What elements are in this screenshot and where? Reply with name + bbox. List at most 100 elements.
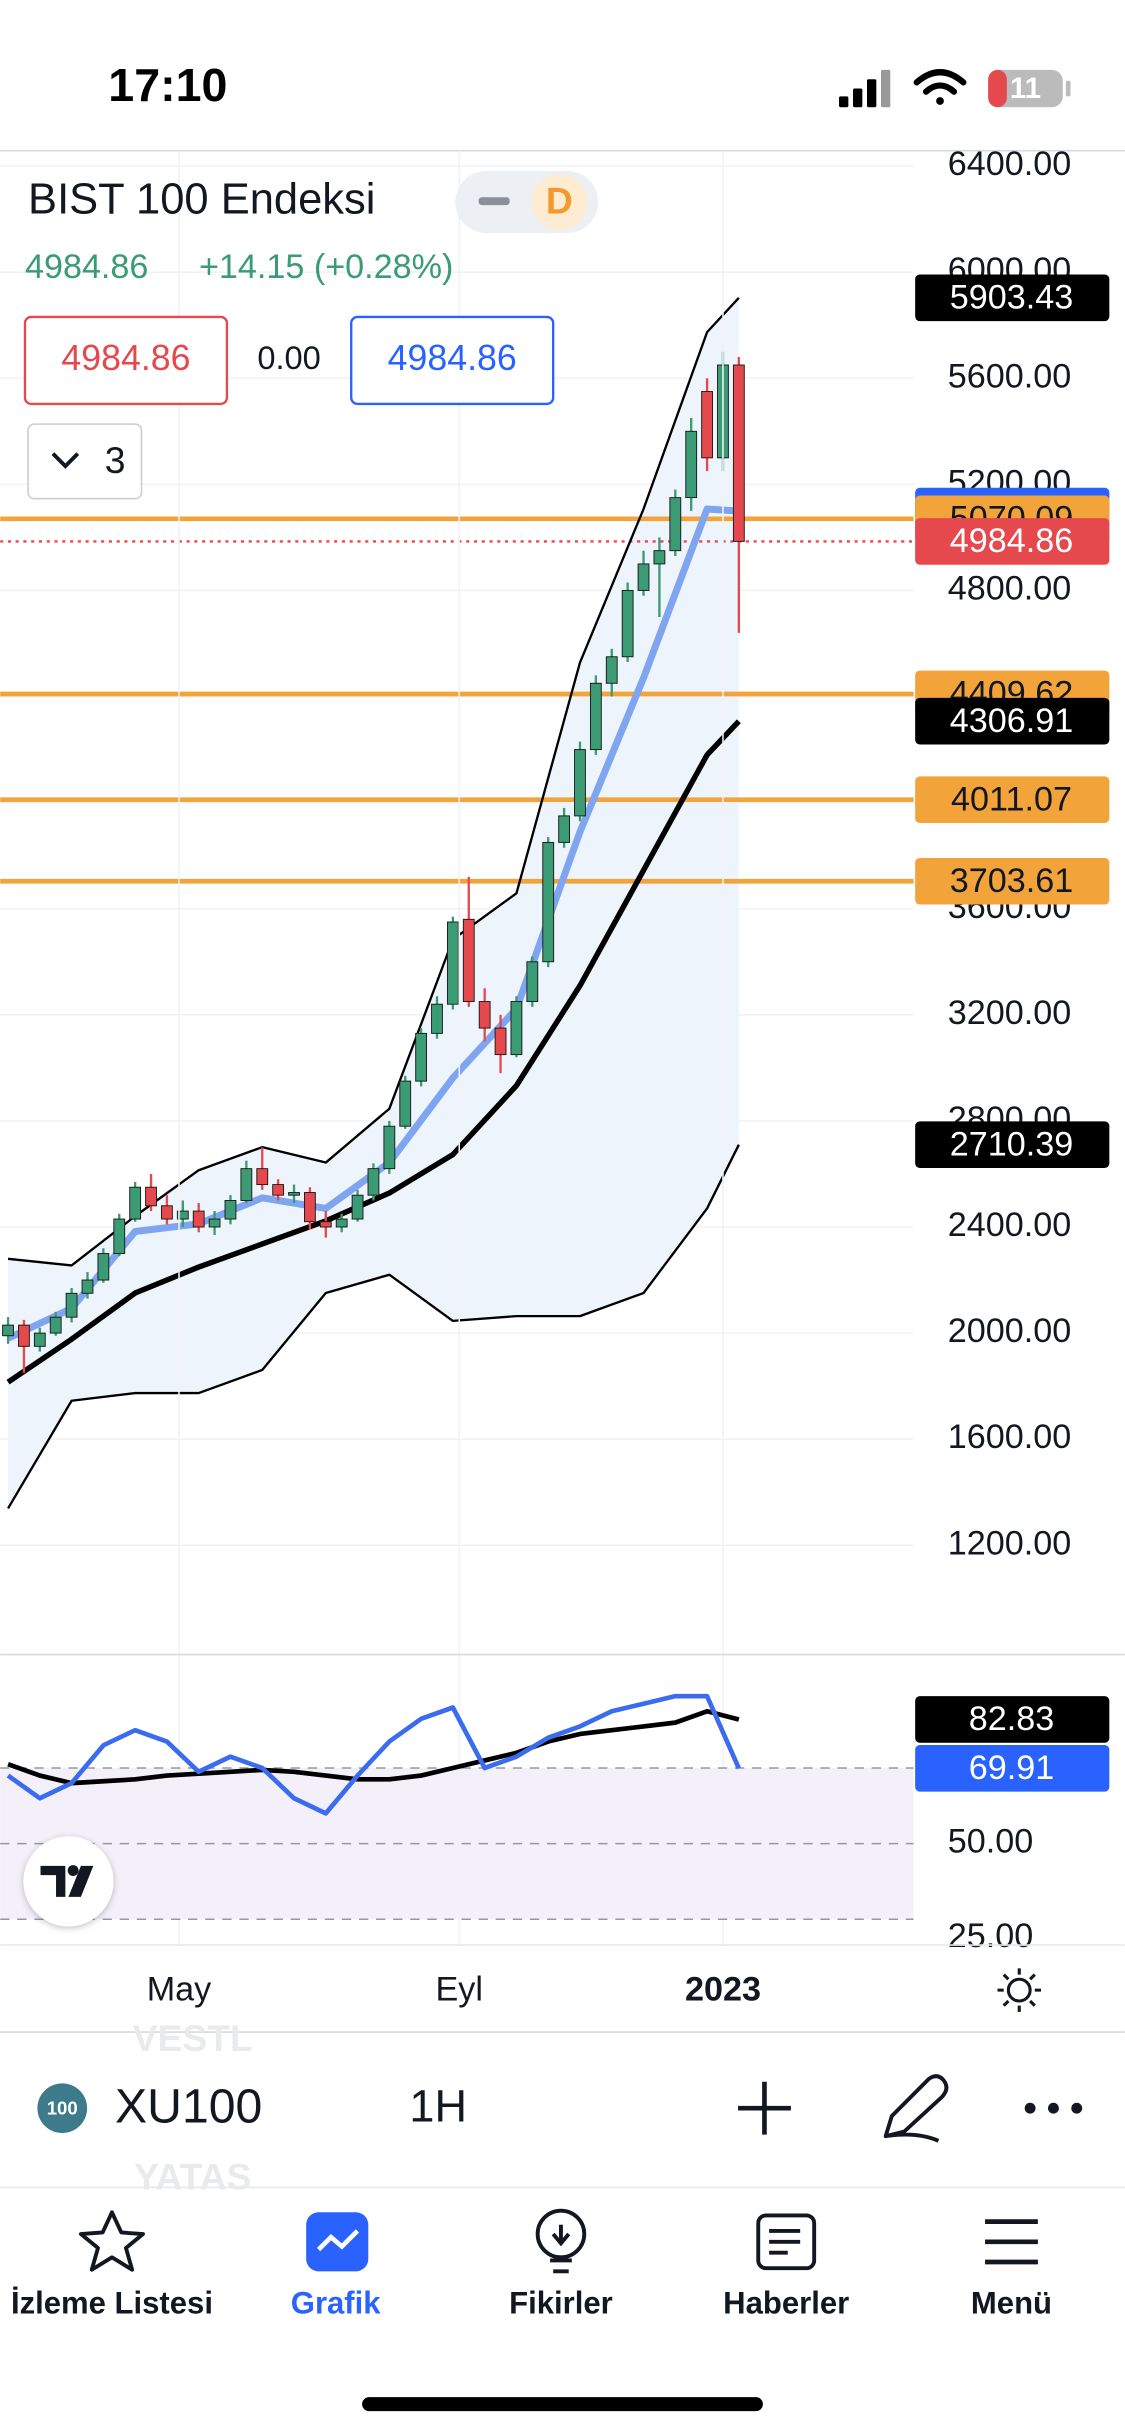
ideas-icon[interactable] — [535, 2208, 587, 2274]
band-fill — [8, 297, 739, 1509]
candle-body — [288, 1192, 300, 1196]
price-tag — [915, 518, 1110, 565]
candle-body — [446, 921, 459, 1005]
indicators-toggle[interactable]: 3 — [27, 423, 143, 500]
candle-body — [192, 1210, 205, 1228]
y-tick-label: 2400.00 — [948, 1206, 1071, 1244]
price-change: +14.15 (+0.28%) — [199, 248, 453, 286]
x-tick-label: May — [147, 1971, 212, 2009]
candle-body — [685, 430, 698, 499]
news-icon[interactable] — [756, 2213, 817, 2271]
draw-button[interactable] — [883, 2074, 949, 2143]
candle-body — [256, 1168, 269, 1186]
ask: 4984.86 — [388, 338, 517, 378]
candle-body — [129, 1186, 142, 1220]
candle-body — [18, 1324, 30, 1347]
candle-body — [589, 682, 602, 751]
candle-body — [335, 1218, 348, 1228]
candle-body — [113, 1218, 126, 1254]
candle-body — [558, 815, 570, 843]
tab-label[interactable]: Grafik — [291, 2286, 381, 2321]
tab-label[interactable]: Fikirler — [509, 2286, 613, 2321]
candle-body — [478, 1001, 491, 1029]
faded-symbol: VESTL — [133, 2017, 253, 2059]
menu-icon[interactable] — [985, 2219, 1038, 2265]
spread: 0.00 — [257, 339, 320, 376]
rsi-pane — [0, 1693, 914, 1921]
candle-body — [399, 1080, 412, 1127]
theme-icon[interactable] — [997, 1968, 1042, 2012]
interval-pill[interactable]: D — [455, 170, 599, 234]
price-tag — [915, 697, 1110, 745]
candle-body — [653, 550, 666, 565]
candle-body — [97, 1253, 110, 1281]
chart-icon-line — [316, 2229, 360, 2252]
indicator-count: 3 — [105, 439, 126, 481]
last-price: 4984.86 — [25, 248, 148, 286]
y-tick-label: 1200.00 — [948, 1524, 1071, 1562]
x-tick-label: Eyl — [436, 1971, 483, 2009]
y-tick-label: 3200.00 — [948, 994, 1071, 1032]
candle-body — [65, 1292, 78, 1318]
interval: D — [546, 179, 573, 221]
price-tag-label: 4306.91 — [950, 702, 1073, 740]
candle-body — [621, 589, 634, 658]
y-tick-label: 6400.00 — [948, 145, 1071, 183]
more-button[interactable] — [1024, 2102, 1083, 2114]
price-tag-label: 4011.07 — [951, 780, 1072, 818]
candle-body — [272, 1184, 285, 1196]
faded-symbol: YATAS — [134, 2156, 251, 2198]
candle-body — [494, 1027, 507, 1056]
candle-body — [732, 364, 745, 542]
candle-body — [605, 656, 618, 684]
tv-logo[interactable] — [23, 1836, 114, 1927]
price-pane — [0, 165, 914, 1547]
price-tag-label: 2710.39 — [950, 1125, 1073, 1163]
band-lower — [7, 1144, 740, 1510]
battery-level: 11 — [1010, 72, 1041, 105]
candle-body — [176, 1210, 189, 1220]
rsi-signal — [7, 1708, 740, 1786]
candle-body — [2, 1324, 14, 1337]
candle-body — [383, 1125, 396, 1170]
sell-button[interactable]: 4984.86 — [23, 315, 229, 406]
price-tag-label: 82.83 — [969, 1700, 1054, 1738]
tab-label[interactable]: Menü — [971, 2286, 1052, 2321]
symbol-logo-text: 100 — [47, 2098, 78, 2119]
price-tag — [915, 1745, 1110, 1792]
tab-bar: İzleme Listesi Grafik Fikirler Haberler Menü — [11, 2286, 1052, 2321]
timeframe[interactable]: 1H — [409, 2081, 467, 2132]
watchlist-icon[interactable] — [78, 2210, 145, 2272]
candle-body — [224, 1200, 237, 1220]
buy-button[interactable]: 4984.86 — [350, 315, 555, 406]
rsi-tick-label: 50.00 — [948, 1823, 1033, 1861]
price-tag — [915, 857, 1110, 905]
candle-body — [510, 1001, 523, 1056]
candle-body — [526, 961, 539, 1003]
price-tag-label: 4984.86 — [950, 522, 1073, 560]
candle-body — [351, 1194, 364, 1220]
tab-label[interactable]: İzleme Listesi — [11, 2286, 213, 2321]
candle-body — [574, 749, 586, 817]
candle-body — [542, 841, 555, 963]
candle-body — [49, 1316, 62, 1334]
y-tick-label: 5600.00 — [948, 357, 1071, 395]
y-tick-label: 2000.00 — [948, 1312, 1071, 1350]
candle-body — [415, 1032, 428, 1082]
price-tag — [915, 1121, 1110, 1168]
chart: May Eyl 20236400.006000.005600.005200.0048… — [0, 145, 1125, 2009]
candle-body — [33, 1332, 46, 1347]
tab-label[interactable]: Haberler — [723, 2286, 849, 2321]
candle-body — [431, 1003, 443, 1034]
price-tag — [915, 1696, 1110, 1743]
add-button[interactable] — [738, 2081, 791, 2135]
clock: 17:10 — [108, 59, 227, 111]
candle-body — [637, 563, 650, 591]
candle-body — [161, 1205, 173, 1220]
x-tick-label: 2023 — [685, 1971, 761, 2009]
y-tick-label: 1600.00 — [948, 1418, 1071, 1456]
signal-icon — [839, 69, 891, 108]
symbol[interactable]: XU100 — [115, 2079, 262, 2133]
